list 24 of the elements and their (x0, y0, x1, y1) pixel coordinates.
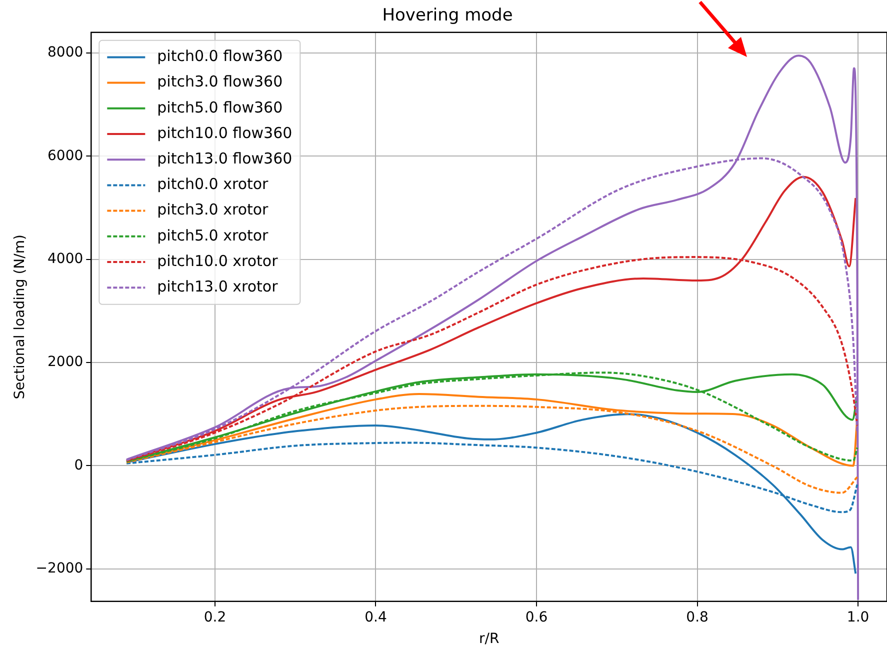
chart-title: Hovering mode (382, 6, 513, 26)
y-tick-label: 0 (74, 457, 84, 474)
y-tick-label: 4000 (48, 251, 84, 268)
x-tick-label: 1.0 (846, 609, 870, 626)
x-tick-label: 0.6 (525, 609, 548, 626)
x-tick-label: 0.8 (686, 609, 708, 626)
x-tick-label: 0.4 (364, 609, 387, 626)
legend-label: pitch10.0 flow360 (157, 124, 292, 142)
y-tick-label: −2000 (36, 560, 84, 577)
legend-label: pitch13.0 xrotor (157, 277, 279, 296)
legend-label: pitch5.0 flow360 (157, 98, 283, 116)
legend-label: pitch0.0 flow360 (157, 47, 283, 66)
y-tick-label: 8000 (48, 44, 84, 61)
legend-label: pitch3.0 flow360 (157, 72, 283, 91)
legend-label: pitch10.0 xrotor (157, 252, 279, 270)
y-tick-label: 6000 (48, 148, 84, 164)
y-tick-label: 2000 (48, 354, 84, 370)
legend-label: pitch3.0 xrotor (157, 200, 270, 219)
legend-label: pitch0.0 xrotor (157, 175, 270, 194)
x-axis-title: r/R (478, 631, 500, 648)
y-axis-title: Sectional loading (N/m) (12, 234, 28, 400)
legend-label: pitch5.0 xrotor (157, 226, 270, 244)
legend-label: pitch13.0 flow360 (157, 149, 292, 168)
x-tick-label: 0.2 (204, 609, 226, 626)
